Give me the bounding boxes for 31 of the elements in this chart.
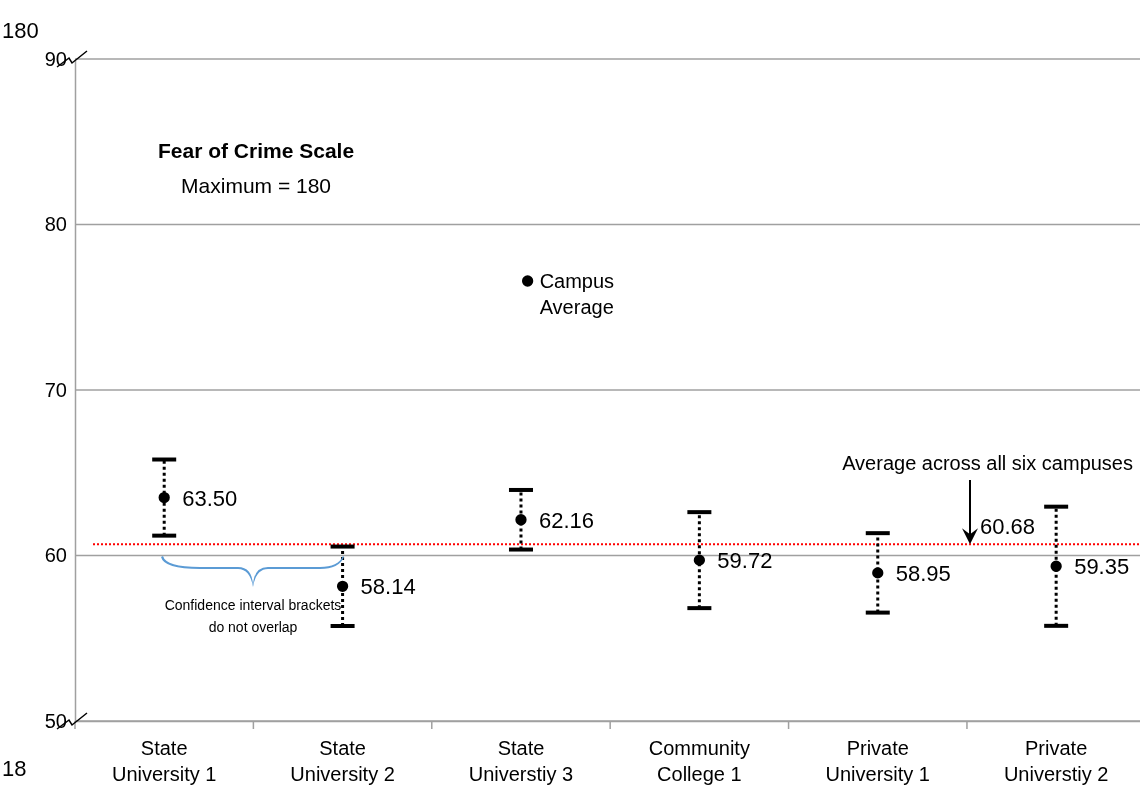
annotation: Average across all six campuses xyxy=(842,452,1133,474)
x-tick-label: Private University 1 xyxy=(825,737,931,785)
point xyxy=(1050,560,1062,572)
data-label: 62.16 xyxy=(538,507,595,533)
x-tick-label: State University 2 xyxy=(290,737,395,785)
point xyxy=(158,491,170,504)
ref-line-label: 60.68 xyxy=(980,514,1036,540)
x-tick-label: Community College 1 xyxy=(648,737,750,785)
y-tick-label: 50 xyxy=(44,709,67,732)
text: 180 xyxy=(2,18,39,43)
data-label: 58.95 xyxy=(895,560,951,586)
point xyxy=(693,554,706,566)
text: 18 xyxy=(2,756,27,781)
legend-label: Campus Average xyxy=(539,270,615,318)
x-tick-label: State University 1 xyxy=(111,737,217,785)
text: Fear of Crime Scale xyxy=(158,139,355,162)
text: Maximum = 180 xyxy=(181,174,332,197)
point xyxy=(515,514,527,526)
annotation: Confidence interval brackets do not overlap xyxy=(164,597,342,635)
data-label: 58.14 xyxy=(360,574,416,600)
data-label: 63.50 xyxy=(182,485,238,511)
y-tick-label: 60 xyxy=(44,544,67,567)
y-tick-label: 90 xyxy=(44,47,67,70)
point xyxy=(336,580,349,592)
data-label: 59.35 xyxy=(1074,554,1130,580)
x-tick-label: Private Universtiy 2 xyxy=(1003,737,1109,785)
y-tick-label: 70 xyxy=(44,378,67,401)
y-tick-label: 80 xyxy=(44,213,67,236)
data-label: 59.72 xyxy=(717,548,773,574)
x-tick-label: State Universtiy 3 xyxy=(468,737,574,785)
point xyxy=(872,567,884,579)
